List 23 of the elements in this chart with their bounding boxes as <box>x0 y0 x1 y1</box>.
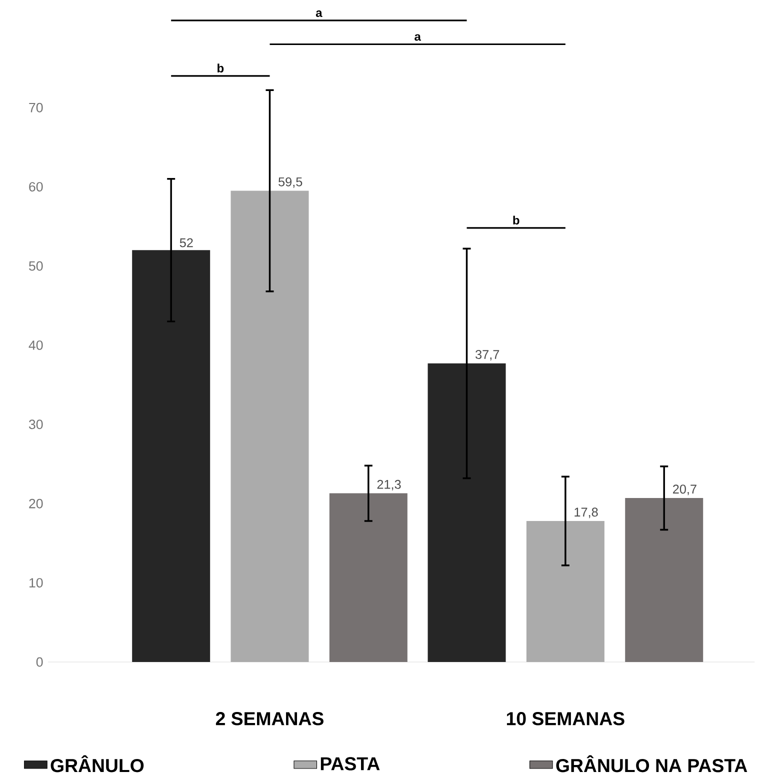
data-label: 59,5 <box>278 177 302 188</box>
x-tick-label: 2 SEMANAS <box>216 712 324 726</box>
legend-label: PASTA <box>320 757 380 770</box>
data-label: 52 <box>180 238 193 248</box>
legend-label: GRÂNULO NA PASTA <box>556 755 748 772</box>
text: a <box>316 10 322 18</box>
y-tick-label: 60 <box>29 182 43 192</box>
data-label: 17,8 <box>574 508 598 518</box>
y-tick-label: 0 <box>36 657 43 667</box>
text: b <box>218 64 224 72</box>
x-tick-label: 10 SEMANAS <box>506 712 624 726</box>
data-label: 21,3 <box>377 480 401 490</box>
y-tick-label: 30 <box>28 420 43 430</box>
y-tick-label: 10 <box>29 578 43 588</box>
y-tick-label: 40 <box>28 340 43 350</box>
annotation: b <box>513 216 520 225</box>
text: a <box>414 34 422 41</box>
data-label: 37,7 <box>476 350 500 360</box>
data-label: 20,7 <box>672 484 696 496</box>
legend-label: GRÂNULO <box>50 755 144 772</box>
y-tick-label: 20 <box>29 498 43 508</box>
y-tick-label: 70 <box>29 102 43 112</box>
y-tick-label: 50 <box>29 261 43 271</box>
